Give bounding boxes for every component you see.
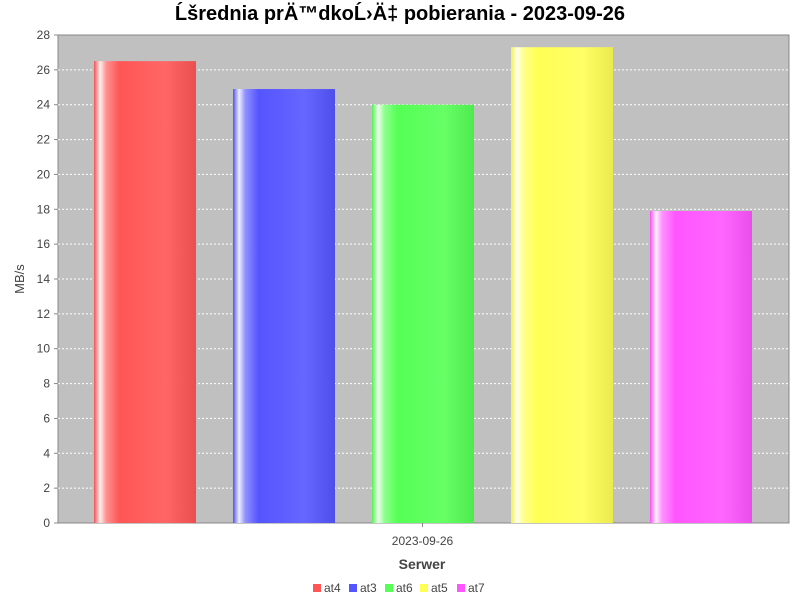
y-tick-label: 12 — [37, 307, 51, 321]
y-tick-label: 22 — [37, 133, 51, 147]
legend: at4 at3 at6 at5 at7 — [313, 581, 485, 595]
y-tick-label: 28 — [37, 28, 51, 42]
x-tick-label: 2023-09-26 — [392, 534, 454, 548]
legend-swatch-at7 — [457, 584, 465, 592]
legend-label-at7: at7 — [468, 581, 485, 595]
legend-swatch-at5 — [420, 584, 428, 592]
legend-label-at4: at4 — [324, 581, 341, 595]
bar-at6 — [372, 104, 474, 523]
bar-at3 — [233, 89, 335, 524]
legend-swatch-at4 — [313, 584, 321, 592]
y-tick-label: 24 — [37, 98, 51, 112]
y-tick-label: 6 — [43, 411, 50, 425]
y-tick-label: 10 — [37, 342, 51, 356]
bar-at5 — [511, 47, 613, 523]
legend-label-at5: at5 — [431, 581, 448, 595]
chart-title: Ĺšrednia prÄ™dkoĹ›Ä‡ pobierania - 2023-0… — [174, 3, 626, 25]
y-tick-label: 16 — [37, 237, 51, 251]
x-axis-label: Serwer — [399, 556, 446, 572]
bar-at4 — [94, 61, 196, 524]
y-tick-label: 4 — [43, 446, 50, 460]
y-tick-label: 8 — [43, 377, 50, 391]
bars — [94, 47, 752, 524]
y-tick-label: 18 — [37, 202, 51, 216]
y-tick-label: 2 — [43, 481, 50, 495]
y-tick-label: 0 — [43, 516, 50, 530]
legend-label-at3: at3 — [360, 581, 377, 595]
y-tick-label: 14 — [37, 272, 51, 286]
legend-label-at6: at6 — [396, 581, 413, 595]
y-tick-label: 26 — [37, 63, 51, 77]
legend-swatch-at3 — [349, 584, 357, 592]
legend-swatch-at6 — [385, 584, 393, 592]
y-tick-label: 20 — [37, 167, 51, 181]
y-axis-label: MB/s — [12, 264, 27, 294]
bar-at7 — [650, 211, 752, 523]
